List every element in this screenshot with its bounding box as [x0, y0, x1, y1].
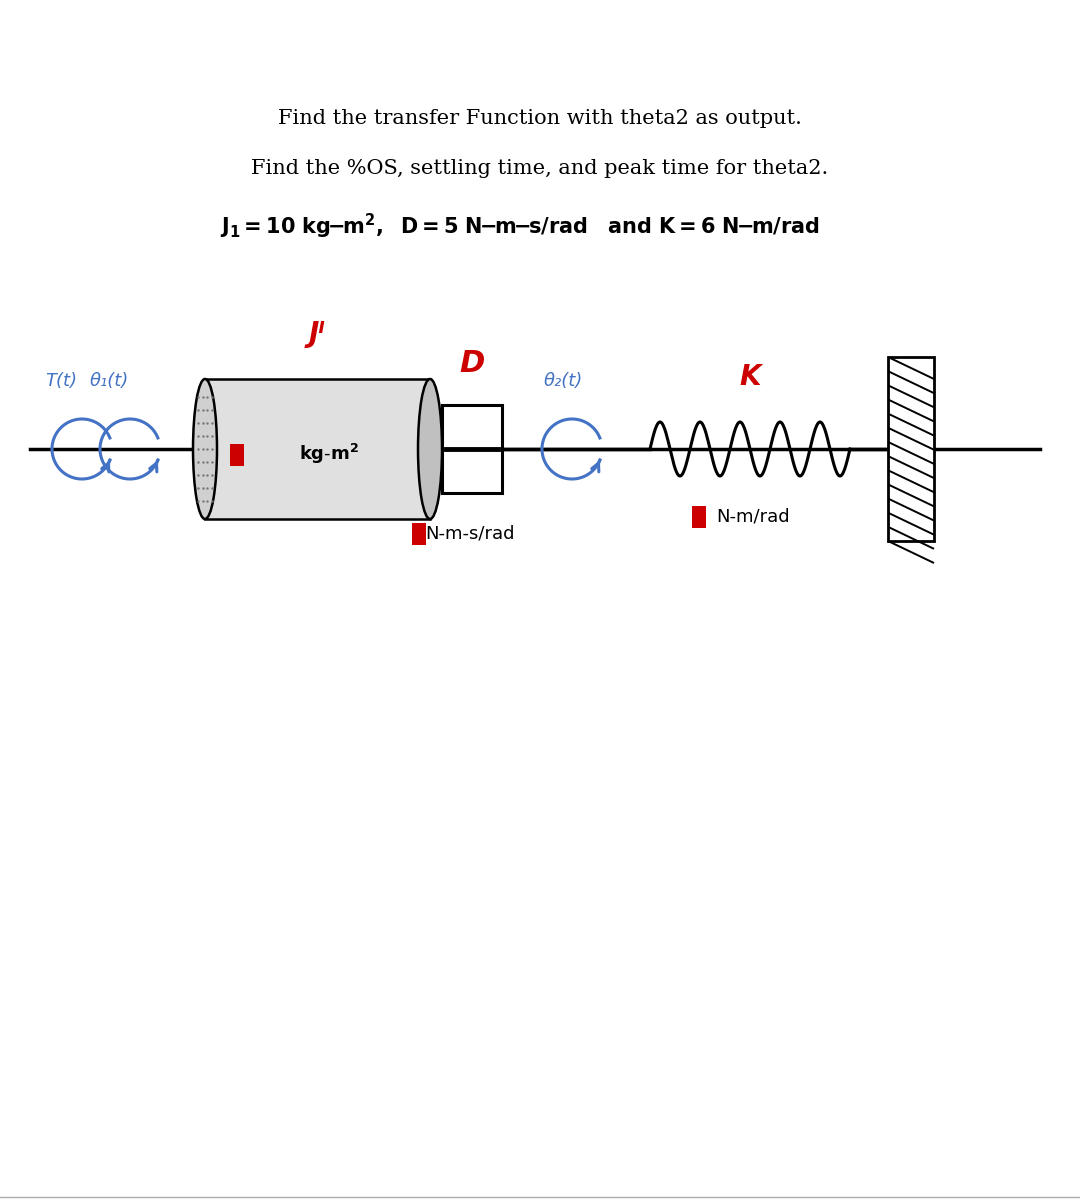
Text: θ₂(t): θ₂(t)	[544, 372, 583, 390]
Bar	[205, 379, 430, 519]
Text: T(t): T(t)	[45, 372, 77, 390]
Bar	[442, 405, 502, 492]
Text: Find the transfer Function with theta2 as output.: Find the transfer Function with theta2 a…	[278, 110, 802, 129]
Text: N-m/rad: N-m/rad	[716, 507, 789, 525]
Text: K: K	[739, 362, 760, 391]
Bar	[888, 358, 934, 541]
Text: $\mathbf{kg\text{-}m^2}$: $\mathbf{kg\text{-}m^2}$	[299, 442, 360, 466]
Text: Jᴵ: Jᴵ	[309, 320, 326, 348]
Bar	[230, 444, 244, 466]
Text: θ₁(t): θ₁(t)	[90, 372, 130, 390]
Bar	[411, 523, 426, 545]
Ellipse shape	[418, 379, 442, 519]
Text: D: D	[459, 348, 485, 378]
Ellipse shape	[193, 379, 217, 519]
Text: $\mathbf{J_1 = 10\ kg\!\!-\!\!m^2,\ \ D = 5\ N\!\!-\!\!m\!\!-\!\!s/rad\ \ \ and\: $\mathbf{J_1 = 10\ kg\!\!-\!\!m^2,\ \ D …	[220, 212, 820, 241]
Bar	[692, 506, 706, 529]
Text: N-m-s/rad: N-m-s/rad	[426, 524, 515, 542]
Text: Find the %OS, settling time, and peak time for theta2.: Find the %OS, settling time, and peak ti…	[252, 159, 828, 178]
